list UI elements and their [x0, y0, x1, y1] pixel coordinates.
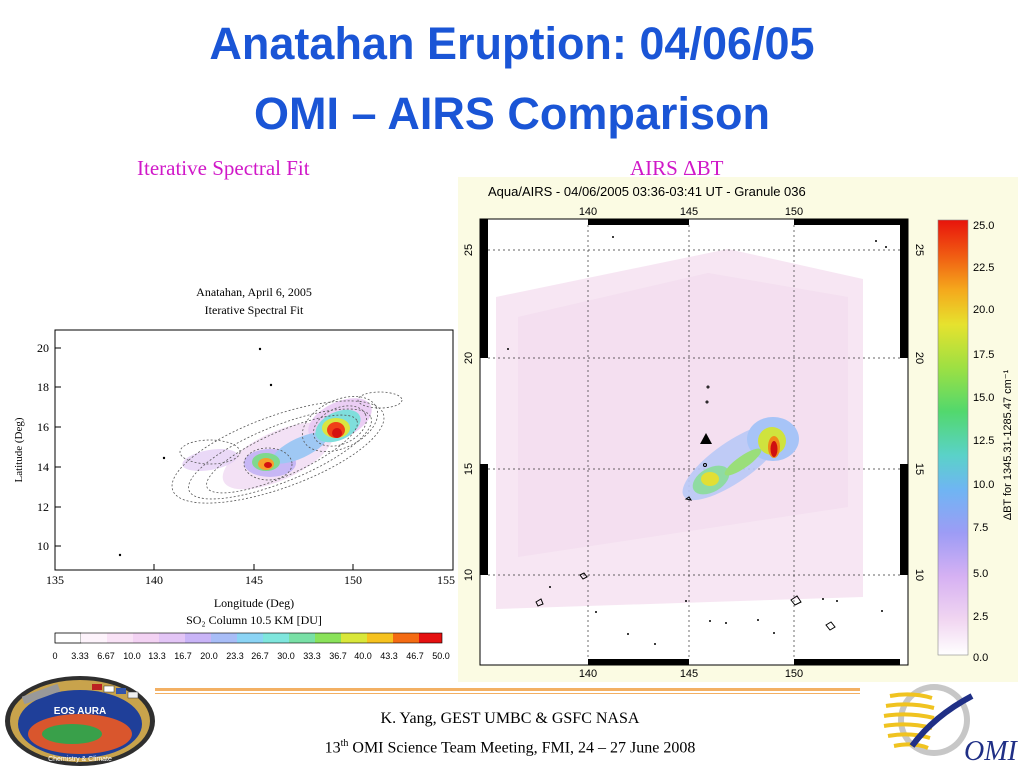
airs-plume	[682, 417, 799, 501]
left-plot-title-2: Iterative Spectral Fit	[205, 303, 304, 317]
svg-text:150: 150	[785, 206, 803, 218]
svg-text:150: 150	[785, 668, 803, 680]
airs-colorbar-label: ΔBT for 1345.31-1285.47 cm⁻¹	[1002, 369, 1014, 520]
svg-text:16.7: 16.7	[174, 651, 192, 661]
svg-text:10.0: 10.0	[973, 479, 994, 491]
footer-meeting: 13th OMI Science Team Meeting, FMI, 24 –…	[324, 738, 696, 757]
airs-coastlines	[535, 385, 836, 631]
svg-text:20: 20	[913, 352, 925, 364]
svg-text:6.67: 6.67	[97, 651, 115, 661]
left-plot-ticks	[54, 347, 454, 570]
omi-logo-text: OMI	[964, 736, 1019, 767]
left-xtick: 150	[344, 573, 362, 587]
omi-logo-icon: OMI	[883, 684, 1019, 767]
left-subtitle: Iterative Spectral Fit	[137, 156, 310, 180]
left-colorbar	[54, 632, 443, 644]
left-colorbar-label: SO₂ Column 10.5 KM [DU]	[186, 613, 322, 627]
eos-aura-subtext: Chemistry & Climate	[48, 756, 112, 763]
scatter-dots	[118, 347, 273, 557]
left-xtick: 140	[145, 573, 163, 587]
airs-xticks-top: 140 145 150	[579, 206, 803, 218]
svg-text:13.3: 13.3	[148, 651, 166, 661]
svg-text:15: 15	[913, 463, 925, 475]
footer-rule-bottom	[155, 693, 860, 694]
svg-text:5.0: 5.0	[973, 568, 988, 580]
svg-text:145: 145	[680, 206, 698, 218]
svg-text:7.5: 7.5	[973, 522, 988, 534]
svg-text:26.7: 26.7	[251, 651, 269, 661]
svg-text:0.0: 0.0	[973, 652, 988, 664]
svg-text:12.5: 12.5	[973, 435, 994, 447]
svg-text:2.5: 2.5	[973, 611, 988, 623]
left-ytick: 20	[37, 341, 49, 355]
svg-text:140: 140	[579, 668, 597, 680]
svg-text:33.3: 33.3	[303, 651, 321, 661]
airs-header: Aqua/AIRS - 04/06/2005 03:36-03:41 UT - …	[488, 184, 806, 199]
svg-text:0: 0	[52, 651, 57, 661]
svg-text:25.0: 25.0	[973, 220, 994, 232]
svg-text:20: 20	[463, 352, 475, 364]
svg-text:3.33: 3.33	[71, 651, 89, 661]
left-ylabel: Latitude (Deg)	[13, 417, 25, 482]
slide-title-line2: OMI – AIRS Comparison	[254, 88, 770, 139]
airs-yticks-right: 25 20 15 10	[913, 244, 925, 581]
left-ytick: 16	[37, 420, 49, 434]
svg-text:20.0: 20.0	[973, 304, 994, 316]
left-ytick: 12	[37, 500, 49, 514]
eos-aura-badge-icon: EOS AURA Chemistry & Climate	[5, 676, 155, 766]
airs-colorbar	[937, 219, 969, 656]
left-ytick: 14	[37, 460, 49, 474]
svg-text:43.3: 43.3	[380, 651, 398, 661]
left-so2-map: Anatahan, April 6, 2005 Iterative Spectr…	[13, 285, 455, 661]
footer-author: K. Yang, GEST UMBC & GSFC NASA	[380, 710, 640, 727]
airs-xticks-bottom: 140 145 150	[579, 668, 803, 680]
left-xtick: 155	[437, 573, 455, 587]
right-subtitle: AIRS ΔBT	[630, 156, 724, 180]
left-xlabel: Longitude (Deg)	[214, 596, 294, 610]
left-xtick: 145	[245, 573, 263, 587]
svg-text:25: 25	[913, 244, 925, 256]
svg-text:40.0: 40.0	[354, 651, 372, 661]
footer-rule-top	[155, 688, 860, 691]
right-airs-map: Aqua/AIRS - 04/06/2005 03:36-03:41 UT - …	[458, 177, 1018, 682]
svg-text:36.7: 36.7	[329, 651, 347, 661]
svg-text:22.5: 22.5	[973, 262, 994, 274]
svg-text:30.0: 30.0	[277, 651, 295, 661]
svg-text:10.0: 10.0	[123, 651, 141, 661]
left-xtick: 135	[46, 573, 64, 587]
svg-text:17.5: 17.5	[973, 349, 994, 361]
flag-icons	[92, 684, 139, 699]
svg-text:140: 140	[579, 206, 597, 218]
airs-speckles	[507, 236, 887, 645]
svg-text:50.0: 50.0	[432, 651, 450, 661]
svg-text:15: 15	[463, 463, 475, 475]
left-ytick: 18	[37, 380, 49, 394]
svg-text:25: 25	[463, 244, 475, 256]
svg-text:20.0: 20.0	[200, 651, 218, 661]
eos-aura-text: EOS AURA	[54, 706, 106, 717]
left-colorbar-ticks: 0 3.33 6.67 10.0 13.3 16.7 20.0 23.3 26.…	[52, 651, 449, 661]
svg-text:10: 10	[913, 569, 925, 581]
airs-yticks-left: 25 20 15 10	[463, 244, 475, 581]
svg-text:10: 10	[463, 569, 475, 581]
volcano-marker-icon	[700, 433, 712, 444]
left-ytick: 10	[37, 539, 49, 553]
svg-text:15.0: 15.0	[973, 392, 994, 404]
slide-title-line1: Anatahan Eruption: 04/06/05	[209, 18, 815, 69]
left-plot-title-1: Anatahan, April 6, 2005	[196, 285, 312, 299]
svg-text:23.3: 23.3	[226, 651, 244, 661]
svg-text:145: 145	[680, 668, 698, 680]
airs-colorbar-ticks: 25.0 22.5 20.0 17.5 15.0 12.5 10.0 7.5 5…	[973, 220, 994, 664]
airs-border-stripes	[480, 219, 908, 665]
svg-text:46.7: 46.7	[406, 651, 424, 661]
